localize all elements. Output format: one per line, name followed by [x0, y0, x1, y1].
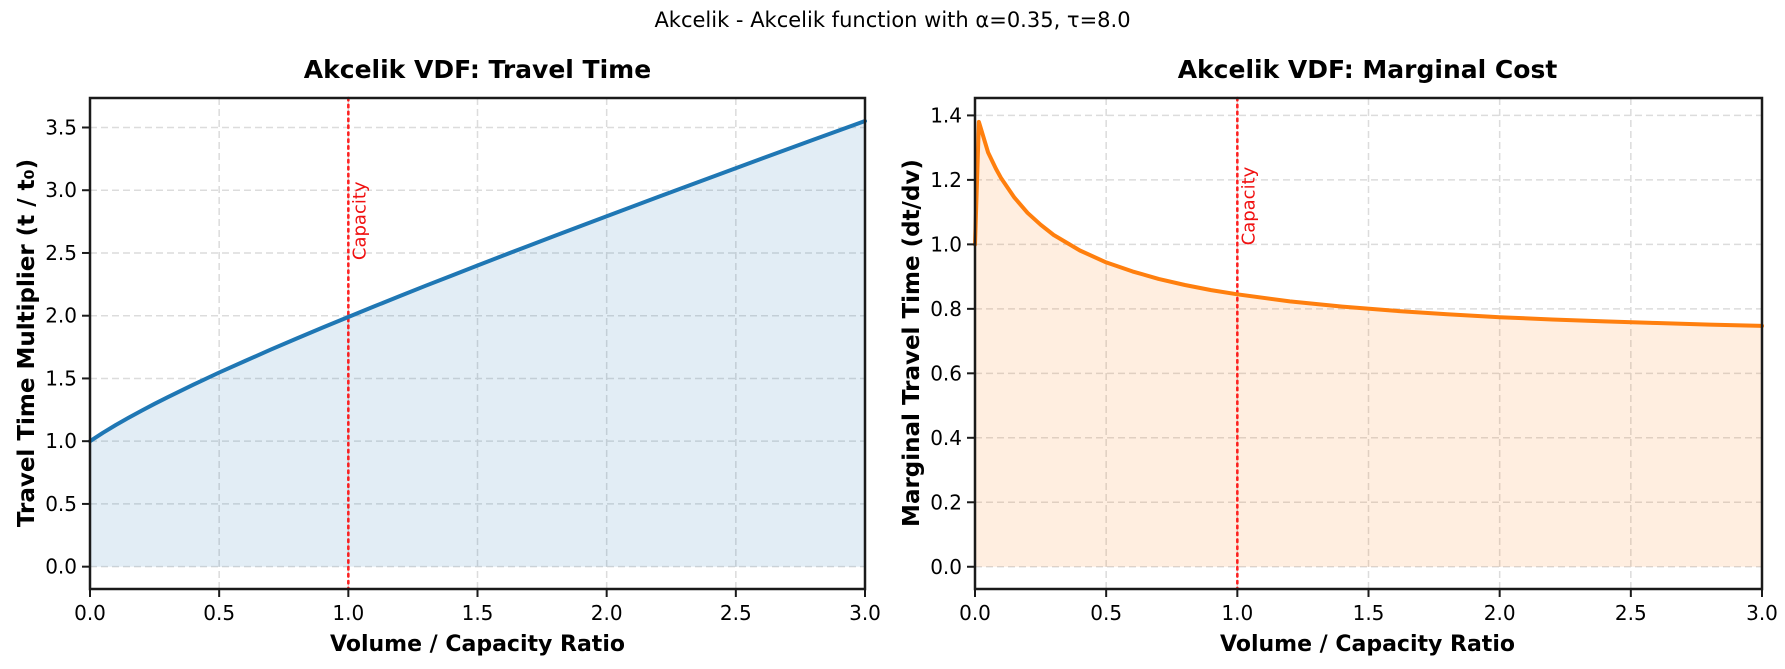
- travel-time-xlabel: Volume / Capacity Ratio: [330, 632, 625, 657]
- travel-time-ytick-label: 1.0: [45, 429, 77, 453]
- travel-time-ytick-label: 3.0: [45, 178, 77, 202]
- marginal-cost-ytick-label: 1.2: [930, 168, 962, 192]
- marginal-cost-ylabel-text: Marginal Travel Time (dt/dv): [899, 159, 925, 527]
- travel-time-spines: [88, 96, 867, 591]
- travel-time-capacity-label: Capacity: [349, 181, 370, 260]
- marginal-cost-xtick-label: 1.0: [1221, 601, 1253, 625]
- travel-time-title: Akcelik VDF: Travel Time: [303, 55, 652, 84]
- travel-time-ytick-label: 0.5: [45, 492, 77, 516]
- travel-time-ytick-label: 3.5: [45, 115, 77, 139]
- marginal-cost-xlabel: Volume / Capacity Ratio: [1220, 632, 1515, 657]
- marginal-cost-ytick-label: 0.4: [930, 426, 962, 450]
- travel-time-ytick-label: 1.5: [45, 366, 77, 390]
- travel-time-ylabel-text: Travel Time Multiplier (t / t₀): [14, 158, 40, 528]
- travel-time-xtick-label: 1.5: [462, 601, 494, 625]
- marginal-cost-xtick-label: 2.5: [1615, 601, 1647, 625]
- marginal-cost-xtick-label: 0.5: [1090, 601, 1122, 625]
- marginal-cost-title: Akcelik VDF: Marginal Cost: [1177, 55, 1558, 84]
- marginal-cost-spines: [973, 96, 1764, 591]
- travel-time-xtick-label: 2.0: [591, 601, 623, 625]
- travel-time-xtick-label: 0.0: [74, 601, 106, 625]
- marginal-cost-curve: [973, 119, 1764, 328]
- travel-time-ytick-label: 2.0: [45, 304, 77, 328]
- marginal-cost-xtick-label: 3.0: [1746, 601, 1778, 625]
- travel-time-xtick-label: 3.0: [849, 601, 881, 625]
- travel-time-xtick-label: 1.0: [332, 601, 364, 625]
- travel-time-fill: [90, 121, 865, 567]
- marginal-cost-capacity-label: Capacity: [1238, 166, 1259, 245]
- marginal-cost-xtick-label: 2.0: [1484, 601, 1516, 625]
- marginal-cost-ytick-label: 0.6: [930, 361, 962, 385]
- travel-time-curve: [88, 119, 867, 444]
- marginal-cost-ytick-label: 0.2: [930, 490, 962, 514]
- marginal-cost-ytick-label: 0.8: [930, 297, 962, 321]
- marginal-cost-ytick-label: 1.4: [930, 103, 962, 127]
- marginal-cost-xtick-label: 1.5: [1353, 601, 1385, 625]
- marginal-cost-xtick-label: 0.0: [959, 601, 991, 625]
- marginal-cost-ytick-label: 0.0: [930, 555, 962, 579]
- travel-time-ytick-label: 0.0: [45, 555, 77, 579]
- marginal-cost-ytick-label: 1.0: [930, 232, 962, 256]
- travel-time-xtick-label: 2.5: [720, 601, 752, 625]
- travel-time-ytick-label: 2.5: [45, 241, 77, 265]
- figure-suptitle: Akcelik - Akcelik function with α=0.35, …: [654, 8, 1131, 32]
- marginal-cost-fill: [975, 121, 1762, 567]
- travel-time-xtick-label: 0.5: [203, 601, 235, 625]
